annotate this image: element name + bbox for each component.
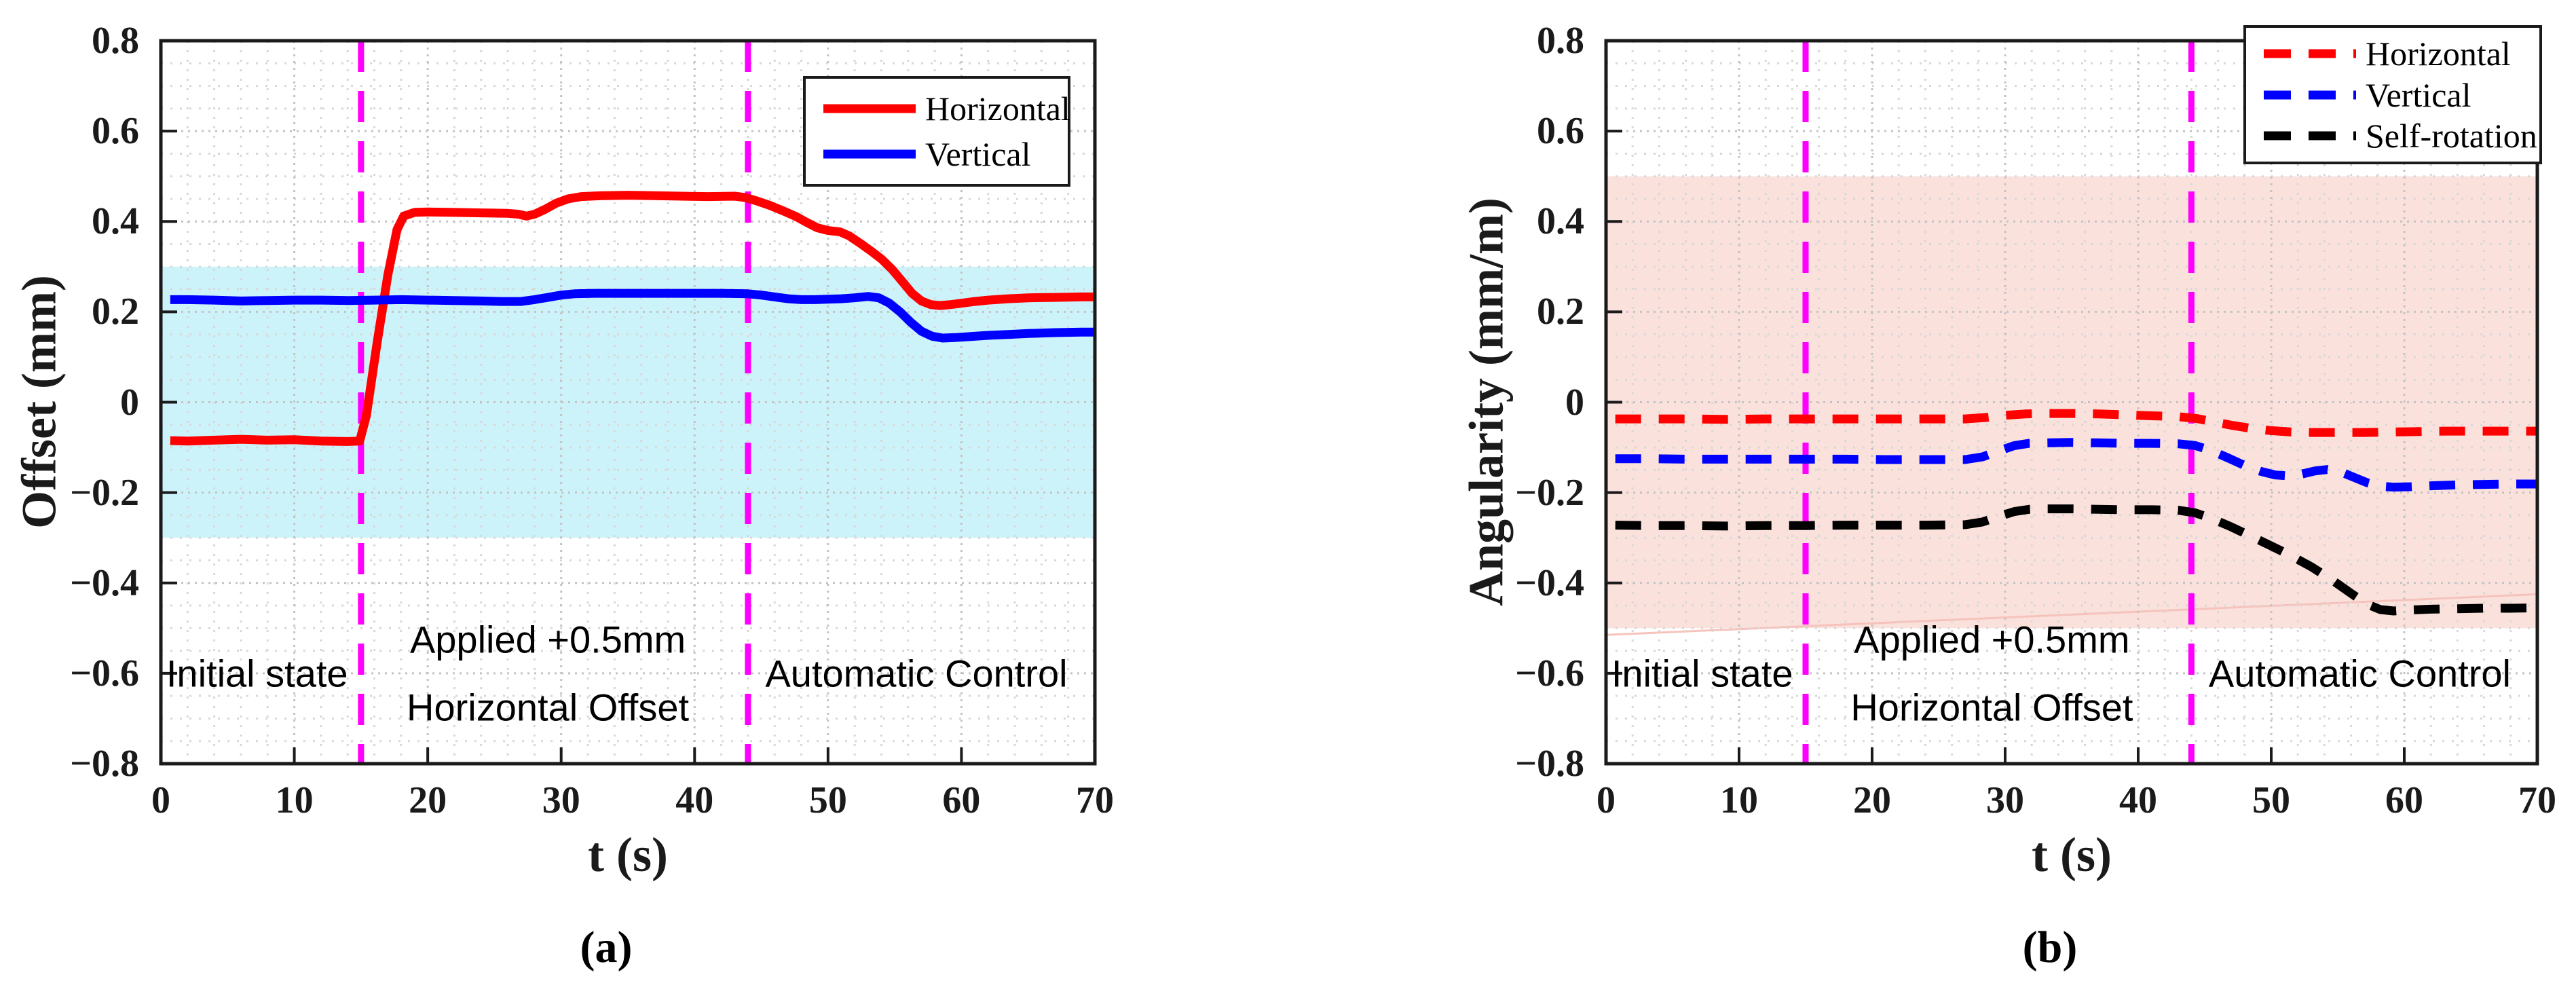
phase-annotation: Automatic Control	[765, 652, 1068, 695]
y-tick-label: 0.8	[92, 20, 139, 62]
phase-annotation: Initial state	[166, 652, 348, 695]
legend-item: Horizontal	[806, 89, 1070, 128]
legend-item-label: Horizontal	[2366, 34, 2511, 73]
y-tick-label: −0.4	[1515, 561, 1584, 604]
y-tick-label: −0.8	[1515, 743, 1584, 785]
y-axis-label-offset: Offset (mm)	[12, 275, 67, 529]
angularity-plot-area	[1604, 39, 2539, 766]
y-tick-label: −0.6	[1515, 652, 1584, 694]
x-tick-label: 0	[151, 779, 170, 821]
tolerance-band	[161, 266, 1095, 538]
y-tick-label: 0.6	[1537, 110, 1584, 153]
y-tick-label: 0	[1565, 381, 1584, 424]
x-tick-label: 10	[275, 779, 314, 821]
series-vertical-line	[1615, 438, 2537, 492]
phase-annotation: Initial state	[1611, 652, 1793, 695]
subfigure-caption-b: (b)	[2022, 923, 2078, 972]
series-vertical-line	[170, 289, 1095, 343]
y-tick-label: 0.4	[1537, 200, 1584, 243]
phase-annotation: Applied +0.5mm	[1854, 618, 2130, 661]
y-tick-label: 0.4	[92, 200, 139, 243]
x-tick-label: 30	[1986, 779, 2024, 821]
legend-box: Horizontal Vertical Self-rotation	[2243, 25, 2542, 164]
legend-line-sample-icon	[823, 104, 916, 113]
x-tick-label: 10	[1720, 779, 1758, 821]
x-tick-label: 30	[542, 779, 580, 821]
tolerance-band	[1606, 176, 2537, 629]
legend-line-sample-icon	[2264, 90, 2356, 99]
series-horizontal-line	[1615, 409, 2537, 437]
phase-annotation: Automatic Control	[2208, 652, 2511, 695]
legend-line-sample-icon	[823, 149, 916, 159]
phase-annotation: Applied +0.5mm	[409, 618, 686, 661]
axis-ticks	[1605, 39, 2539, 765]
x-tick-label: 70	[2518, 779, 2556, 821]
axis-ticks	[160, 39, 1096, 765]
legend-item-label: Vertical	[925, 135, 1031, 173]
subfigure-caption-a: (a)	[580, 923, 633, 972]
offset-plot-area	[159, 39, 1097, 766]
x-tick-label: 20	[409, 779, 447, 821]
x-tick-label: 70	[1076, 779, 1114, 821]
y-tick-label: 0.8	[1537, 20, 1584, 62]
x-tick-label: 60	[942, 779, 981, 821]
faint-reference-line	[1605, 593, 2538, 636]
legend-item: Vertical	[806, 134, 1068, 174]
y-tick-label: 0.6	[92, 110, 139, 153]
legend-item-label: Self-rotation	[2366, 117, 2537, 155]
y-tick-label: −0.4	[70, 561, 139, 604]
phase-annotation: Horizontal Offset	[407, 686, 690, 729]
series-horizontal-line	[170, 191, 1095, 446]
y-tick-label: −0.8	[70, 743, 139, 785]
series-self-rotation-line	[1615, 504, 2538, 616]
y-tick-label: 0.2	[92, 291, 139, 333]
x-tick-label: 60	[2385, 779, 2423, 821]
legend-line-sample-icon	[2264, 49, 2356, 58]
x-tick-label: 50	[2252, 779, 2290, 821]
legend-item: Self-rotation	[2246, 116, 2539, 155]
legend-item-label: Horizontal	[925, 90, 1070, 128]
x-axis-label-time-b: t (s)	[2032, 828, 2112, 882]
y-tick-label: −0.2	[1515, 471, 1584, 514]
y-tick-label: 0.2	[1537, 291, 1584, 333]
legend-item-label: Vertical	[2366, 75, 2471, 114]
x-tick-label: 40	[675, 779, 714, 821]
y-tick-label: −0.6	[70, 652, 139, 694]
x-tick-label: 20	[1853, 779, 1891, 821]
phase-annotation: Horizontal Offset	[1850, 686, 2133, 729]
y-tick-label: 0	[120, 381, 139, 424]
y-axis-label-angularity: Angularity (mm/m)	[1459, 198, 1514, 606]
x-tick-label: 0	[1597, 779, 1616, 821]
legend-item: Vertical	[2246, 75, 2539, 115]
legend-box: Horizontal Vertical	[803, 76, 1070, 187]
grid-major	[1606, 41, 2537, 764]
x-tick-label: 40	[2119, 779, 2157, 821]
x-tick-label: 50	[808, 779, 847, 821]
x-axis-label-time-a: t (s)	[588, 828, 668, 882]
grid-major	[161, 41, 1095, 764]
legend-line-sample-icon	[2264, 131, 2356, 141]
legend-item: Horizontal	[2246, 34, 2539, 73]
y-tick-label: −0.2	[70, 471, 139, 514]
